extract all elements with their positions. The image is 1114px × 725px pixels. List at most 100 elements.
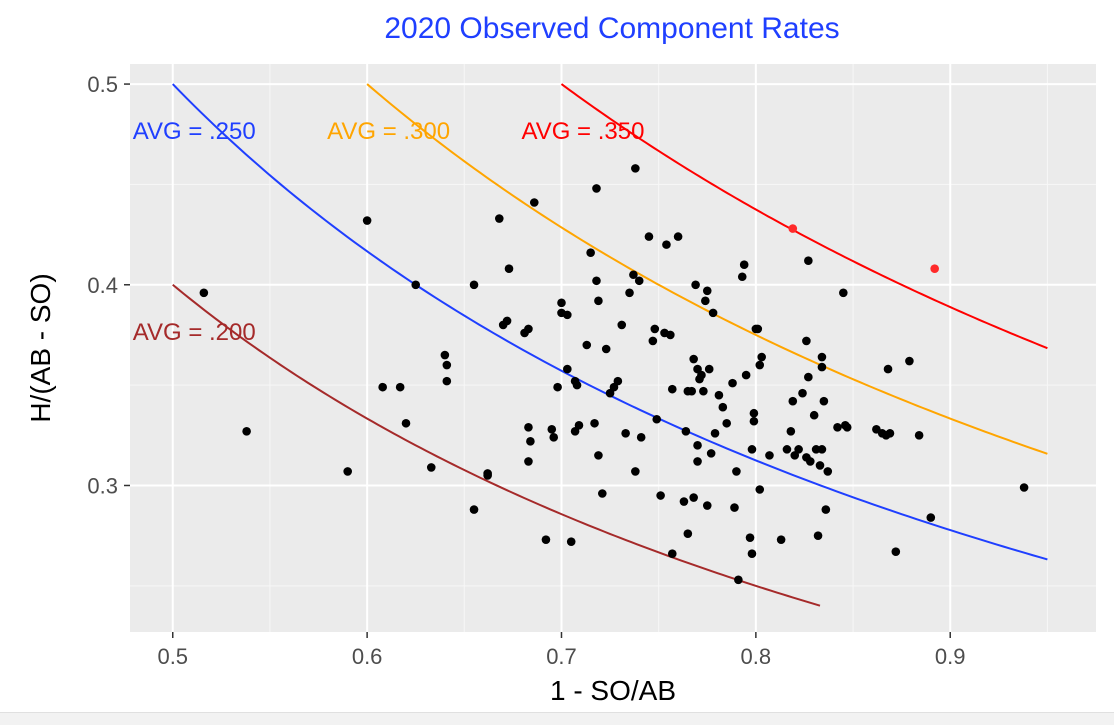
data-point — [594, 451, 603, 460]
data-point — [749, 408, 759, 418]
data-point — [667, 549, 677, 559]
x-axis-title: 1 - SO/AB — [550, 675, 676, 706]
data-point — [395, 382, 405, 392]
data-point — [667, 384, 677, 394]
data-point — [636, 433, 646, 442]
data-point — [401, 418, 411, 428]
data-point — [817, 445, 827, 454]
data-point — [914, 431, 924, 440]
data-point — [706, 449, 716, 458]
data-point — [541, 535, 551, 544]
data-point — [469, 505, 479, 514]
y-tick-label: 0.4 — [87, 273, 118, 298]
data-point — [757, 352, 766, 362]
data-point — [813, 531, 823, 540]
data-point — [378, 382, 387, 392]
data-point — [621, 429, 630, 438]
data-point — [730, 503, 739, 512]
y-tick-label: 0.3 — [87, 473, 118, 498]
data-point — [440, 350, 450, 360]
data-point — [631, 467, 640, 476]
curve-labels: AVG = .200 AVG = .250 AVG = .300 AVG = .350 — [133, 118, 645, 346]
data-point — [442, 376, 452, 386]
data-point — [739, 260, 749, 270]
data-point — [673, 232, 683, 241]
data-point — [702, 286, 712, 296]
data-point — [652, 414, 662, 424]
highlight-point — [788, 224, 798, 233]
data-point — [566, 537, 576, 546]
data-point — [524, 457, 533, 466]
data-point — [634, 276, 644, 286]
x-tick-label: 0.6 — [352, 644, 383, 669]
highlight-point — [930, 264, 939, 274]
data-point — [782, 445, 792, 454]
data-point — [802, 336, 811, 346]
data-point — [805, 457, 815, 466]
data-point — [755, 360, 765, 370]
data-point — [839, 288, 848, 298]
data-point — [691, 280, 700, 290]
data-point — [809, 410, 819, 420]
data-point — [755, 485, 765, 494]
data-point — [747, 549, 757, 559]
data-point — [411, 280, 421, 290]
data-point — [794, 445, 803, 454]
data-point — [817, 362, 827, 372]
curve-label: AVG = .350 — [521, 118, 644, 145]
avg-curve — [560, 83, 1048, 350]
data-point — [734, 575, 743, 585]
data-point — [1019, 483, 1029, 492]
x-axis-ticks: 0.5 0.6 0.7 0.8 0.9 — [157, 632, 966, 669]
data-point — [722, 418, 732, 428]
data-point — [701, 296, 710, 306]
data-point — [714, 390, 724, 400]
data-point — [662, 240, 671, 249]
data-point — [708, 308, 718, 318]
data-point — [728, 378, 737, 388]
x-tick-label: 0.9 — [935, 644, 966, 669]
data-point — [819, 396, 829, 406]
data-point — [823, 467, 833, 476]
x-tick-label: 0.7 — [546, 644, 577, 669]
data-point — [590, 418, 599, 428]
curve-label: AVG = .200 — [133, 319, 256, 346]
data-point — [648, 336, 658, 346]
data-point — [524, 324, 533, 334]
data-point — [582, 340, 592, 350]
data-point — [613, 376, 623, 386]
data-point — [549, 433, 559, 442]
data-point — [502, 316, 512, 326]
major-gridlines — [130, 64, 1096, 632]
data-point — [426, 463, 436, 472]
data-point — [885, 429, 895, 438]
data-point — [741, 370, 751, 380]
data-point — [586, 248, 595, 257]
data-point — [747, 445, 757, 454]
data-point — [693, 457, 702, 466]
data-point — [617, 320, 627, 330]
data-point — [833, 422, 842, 432]
x-tick-label: 0.5 — [157, 644, 188, 669]
data-point — [687, 386, 697, 396]
y-axis-title: H/(AB - SO) — [25, 273, 56, 422]
data-point — [776, 535, 786, 544]
data-point — [598, 489, 607, 498]
data-point — [526, 437, 535, 446]
data-point — [697, 370, 706, 380]
curve-label: AVG = .250 — [133, 118, 256, 145]
data-point — [524, 422, 533, 432]
data-point — [563, 310, 572, 320]
data-point — [732, 467, 741, 476]
data-point — [699, 386, 708, 396]
data-point — [702, 501, 712, 510]
data-point — [594, 296, 603, 306]
data-point — [547, 424, 557, 434]
data-point — [199, 288, 209, 298]
data-point — [817, 352, 827, 362]
data-point — [483, 471, 492, 480]
data-point — [343, 467, 352, 476]
data-point — [883, 364, 893, 374]
data-point — [749, 416, 759, 426]
